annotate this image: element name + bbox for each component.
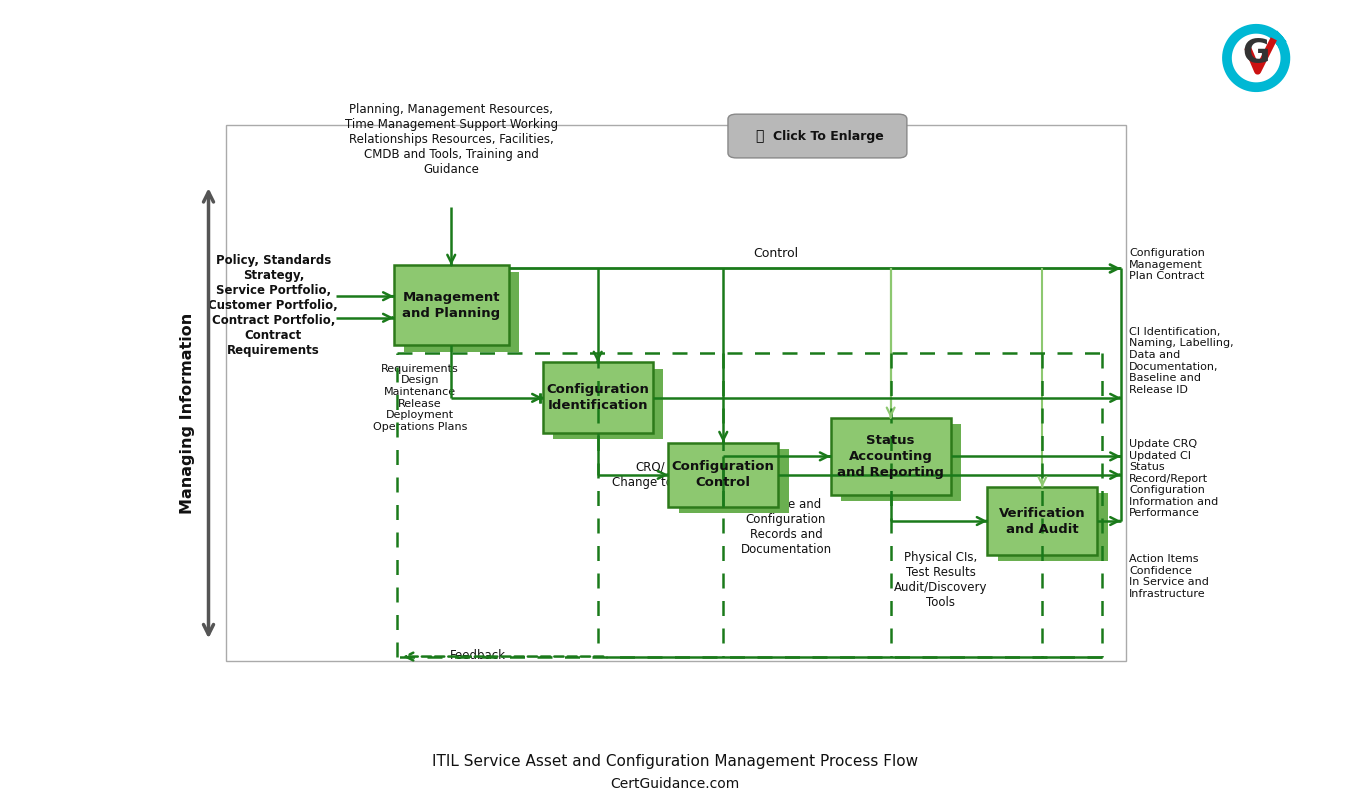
FancyBboxPatch shape [554,369,663,439]
FancyBboxPatch shape [841,424,961,501]
Text: Managing Information: Managing Information [180,313,196,514]
Text: Planning, Management Resources,
Time Management Support Working
Relationships Re: Planning, Management Resources, Time Man… [344,102,558,176]
Text: Physical CIs,
Test Results
Audit/Discovery
Tools: Physical CIs, Test Results Audit/Discove… [894,550,988,609]
Text: CertGuidance.com: CertGuidance.com [610,777,740,791]
Text: Management
and Planning: Management and Planning [402,291,501,320]
Text: Change and
Configuration
Records and
Documentation: Change and Configuration Records and Doc… [740,498,832,556]
Text: Action Items
Confidence
In Service and
Infrastructure: Action Items Confidence In Service and I… [1129,554,1210,599]
FancyBboxPatch shape [404,271,520,352]
FancyBboxPatch shape [998,494,1108,561]
FancyBboxPatch shape [394,266,509,346]
Text: Verification
and Audit: Verification and Audit [999,506,1085,535]
Text: CI Identification,
Naming, Labelling,
Data and
Documentation,
Baseline and
Relea: CI Identification, Naming, Labelling, Da… [1129,327,1234,395]
Text: Requirements
Design
Maintenance
Release
Deployment
Operations Plans: Requirements Design Maintenance Release … [373,364,467,432]
FancyBboxPatch shape [830,418,950,495]
Text: G: G [1242,37,1270,70]
Text: Control: Control [753,246,798,259]
FancyBboxPatch shape [679,449,788,514]
FancyBboxPatch shape [668,442,778,507]
Text: Policy, Standards
Strategy,
Service Portfolio,
Customer Portfolio,
Contract Port: Policy, Standards Strategy, Service Port… [208,254,339,357]
Bar [227,125,1126,661]
Text: Configuration
Management
Plan Contract: Configuration Management Plan Contract [1129,248,1206,282]
Text: 🔍: 🔍 [756,129,764,143]
Text: Configuration
Identification: Configuration Identification [547,383,649,412]
FancyBboxPatch shape [987,487,1098,555]
FancyBboxPatch shape [728,114,907,158]
Text: ITIL Service Asset and Configuration Management Process Flow: ITIL Service Asset and Configuration Man… [432,754,918,769]
Text: Feedback: Feedback [450,649,505,662]
Text: Click To Enlarge: Click To Enlarge [772,130,883,142]
FancyBboxPatch shape [543,362,652,434]
Text: Status
Record/Report
Configuration
Information and
Performance: Status Record/Report Configuration Infor… [1129,462,1219,518]
Text: CRQ/
Change to CI: CRQ/ Change to CI [612,461,688,489]
Text: Configuration
Control: Configuration Control [672,460,775,490]
Text: Status
Accounting
and Reporting: Status Accounting and Reporting [837,434,944,479]
Text: Update CRQ
Updated CI: Update CRQ Updated CI [1129,439,1197,461]
